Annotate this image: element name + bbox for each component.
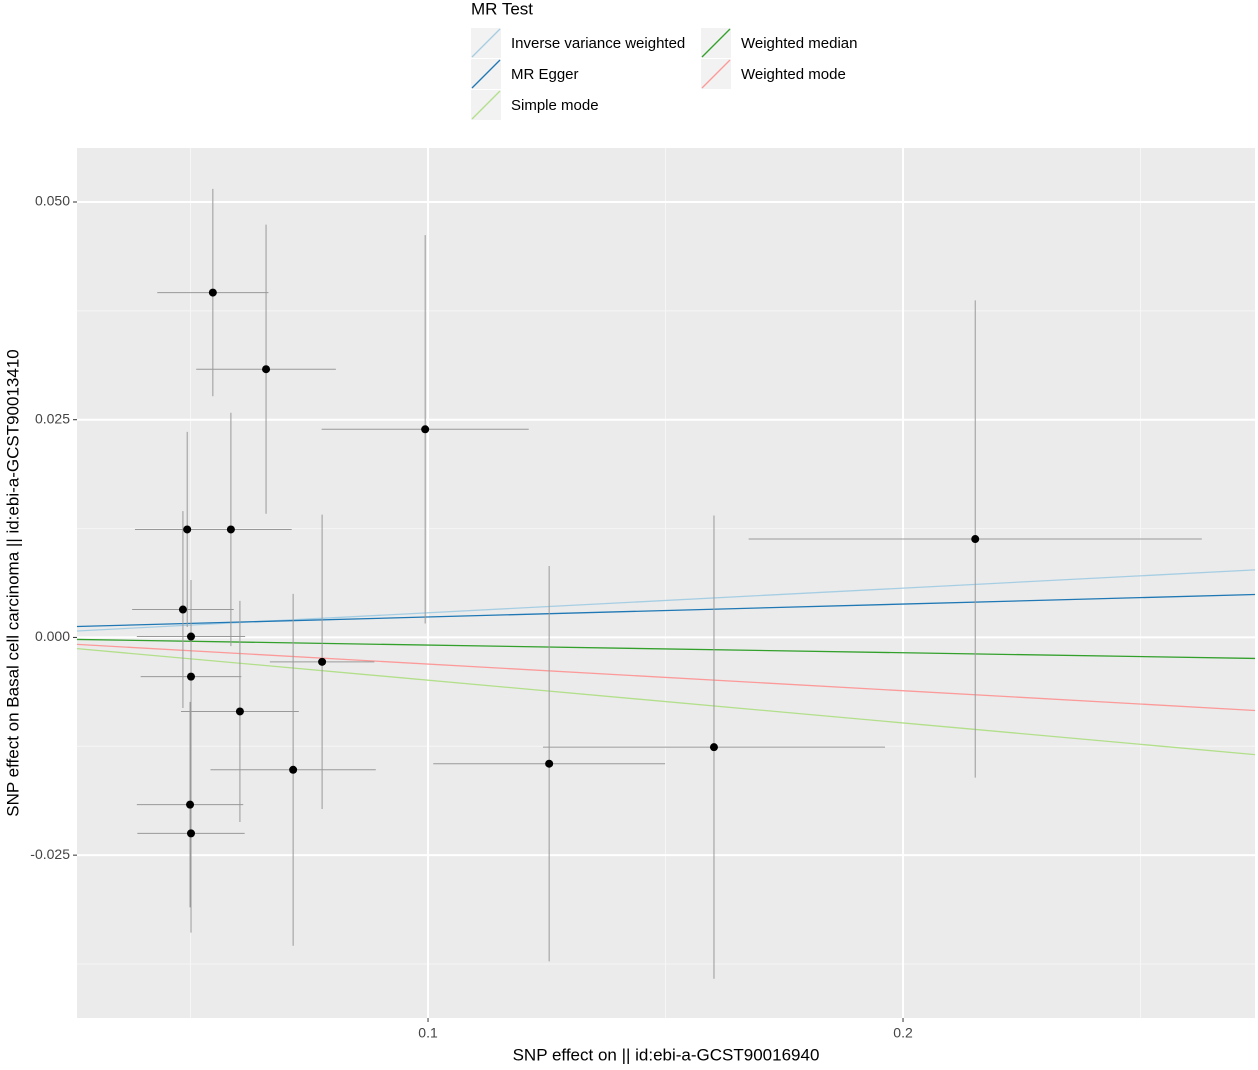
point	[187, 672, 195, 681]
point	[183, 525, 192, 534]
regression-line	[76, 638, 1256, 660]
point	[187, 632, 195, 641]
point	[709, 743, 718, 752]
regression-line	[76, 643, 1256, 712]
regression-line	[76, 593, 1256, 628]
point	[289, 765, 298, 774]
y-axis-label: SNP effect on Basal cell carcinoma || id…	[3, 349, 22, 816]
legend-swatch	[471, 59, 501, 89]
y-tick-label: 0.050	[35, 193, 70, 209]
regression-line	[76, 647, 1256, 756]
x-tick-label: 0.1	[418, 1025, 438, 1041]
legend-label: Weighted mode	[741, 66, 846, 83]
point	[208, 288, 217, 297]
point	[262, 365, 271, 374]
point	[235, 707, 244, 716]
y-tick-label: 0.025	[35, 410, 70, 426]
legend-title: MR Test	[471, 0, 533, 18]
legend-label: Weighted median	[741, 35, 857, 52]
point	[187, 829, 195, 838]
point	[318, 657, 327, 666]
point	[186, 800, 195, 809]
legend-swatch	[471, 90, 501, 120]
x-axis-label: SNP effect on || id:ebi-a-GCST90016940	[513, 1045, 820, 1064]
legend-label: Simple mode	[511, 97, 599, 114]
y-tick-label: -0.025	[30, 846, 70, 862]
legend-label: Inverse variance weighted	[511, 35, 685, 52]
legend-swatch	[701, 28, 731, 58]
legend-swatch	[701, 59, 731, 89]
point	[226, 525, 235, 534]
legend-label: MR Egger	[511, 66, 579, 83]
x-tick-label: 0.2	[893, 1025, 913, 1041]
point	[971, 535, 980, 544]
legend-swatch	[471, 28, 501, 58]
point	[178, 605, 187, 614]
point	[545, 759, 554, 768]
y-tick-label: 0.000	[35, 628, 70, 644]
point	[421, 425, 430, 434]
